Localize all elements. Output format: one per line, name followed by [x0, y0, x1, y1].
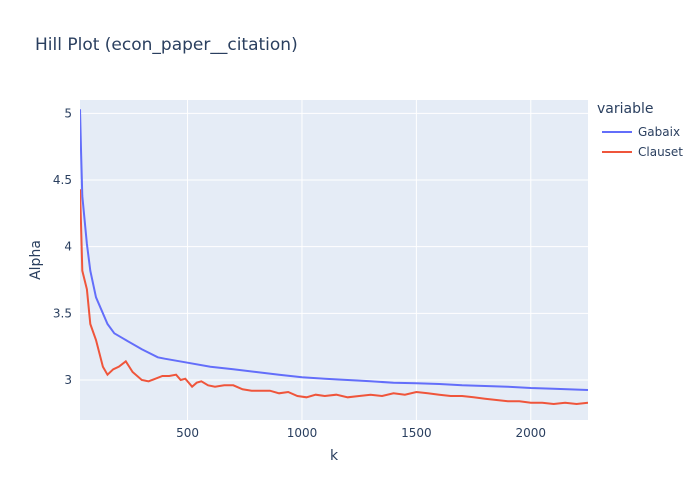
legend-item-clauset[interactable]: Clauset: [602, 145, 683, 159]
x-tick-label: 1500: [401, 426, 432, 440]
y-axis-ticks: 3 3.5 4 4.5 5: [53, 106, 72, 387]
y-axis-label: Alpha: [28, 240, 44, 280]
series-layer: [80, 109, 588, 406]
x-axis-label: k: [330, 448, 339, 464]
y-tick-label: 5: [64, 106, 72, 120]
x-tick-label: 1000: [287, 426, 318, 440]
legend-label: Clauset: [638, 145, 683, 159]
x-tick-label: 2000: [516, 426, 547, 440]
y-tick-label: 4: [64, 240, 72, 254]
legend-title: variable: [597, 101, 653, 117]
y-tick-label: 3.5: [53, 306, 72, 320]
x-tick-label: 500: [176, 426, 199, 440]
legend-label: Gabaix: [638, 125, 680, 139]
series-line-gabaix: [80, 109, 588, 391]
plot-area: [80, 100, 588, 420]
legend-item-gabaix[interactable]: Gabaix: [602, 125, 680, 139]
y-tick-label: 4.5: [53, 173, 72, 187]
x-axis-ticks: 500 1000 1500 2000: [176, 426, 546, 440]
series-line-clauset: [80, 189, 588, 406]
legend[interactable]: variable Gabaix Clauset: [597, 101, 683, 159]
chart-title: Hill Plot (econ_paper__citation): [35, 35, 298, 55]
y-tick-label: 3: [64, 373, 72, 387]
